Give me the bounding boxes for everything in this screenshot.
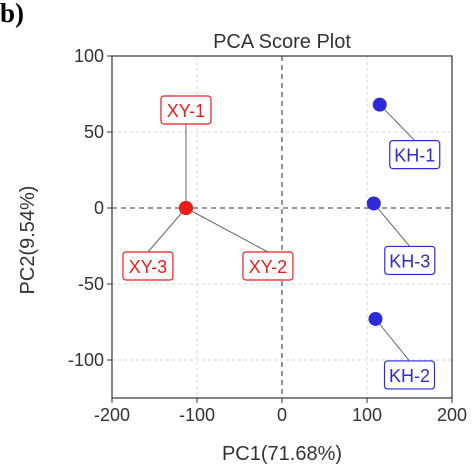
y-tick-label: 0 (94, 198, 104, 218)
y-tick-label: 100 (74, 46, 104, 66)
point-label: XY-3 (129, 257, 167, 277)
data-point (366, 196, 381, 211)
point-label: XY-2 (249, 257, 287, 277)
x-tick-label: 100 (352, 405, 382, 425)
x-tick-label: -100 (179, 405, 215, 425)
x-tick-label: 200 (437, 405, 467, 425)
x-tick-label: 0 (277, 405, 287, 425)
x-axis-label: PC1(71.68%) (222, 443, 342, 465)
chart-title: PCA Score Plot (213, 31, 351, 53)
leader-line (185, 207, 269, 253)
leader-line (373, 203, 411, 247)
point-label-box (122, 251, 174, 281)
data-point (368, 311, 383, 326)
point-label: KH-1 (394, 146, 435, 166)
point-label-box (242, 251, 294, 281)
data-point (178, 201, 193, 215)
point-label: KH-3 (389, 251, 430, 271)
y-tick-label: 50 (84, 122, 104, 142)
data-point (372, 97, 387, 112)
panel-label: b) (0, 0, 25, 28)
point-label: XY-1 (167, 101, 205, 121)
point-label: KH-2 (389, 366, 430, 386)
point-label-box (384, 245, 436, 276)
leader-line (147, 207, 187, 253)
point-label-box (389, 140, 441, 170)
y-tick-label: -50 (78, 274, 104, 294)
leader-line (379, 104, 416, 141)
point-label-box (160, 95, 212, 125)
y-axis-label: PC2(9.54%) (17, 186, 39, 295)
y-tick-label: -100 (68, 350, 104, 370)
leader-line (375, 318, 410, 362)
point-label-box (383, 360, 436, 390)
x-tick-label: -200 (94, 405, 130, 425)
